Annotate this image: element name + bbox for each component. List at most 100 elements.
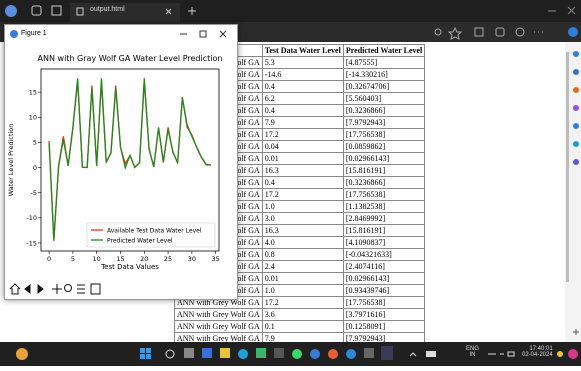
sidebar-app[interactable] <box>573 159 579 165</box>
table-cell: 6.2 <box>262 93 343 105</box>
table-cell: 1.0 <box>262 285 343 297</box>
configure-button[interactable] <box>77 285 85 293</box>
legend-label: Available Test Data Water Level <box>107 227 202 234</box>
pan-button[interactable] <box>52 284 62 294</box>
taskbar-icons <box>0 342 581 366</box>
start[interactable] <box>140 354 145 359</box>
figure-window: Figure 1 ANN with Gray Wolf GA Water Lev… <box>4 24 238 300</box>
table-cell: 17.2 <box>262 189 343 201</box>
widgets[interactable] <box>16 348 28 360</box>
desktop: output.html Test Data Water Level Predic… <box>0 0 581 366</box>
sidebar-app[interactable] <box>573 141 579 147</box>
app[interactable] <box>238 349 248 359</box>
table-cell: [0.3236866] <box>343 105 424 117</box>
table-cell: 16.3 <box>262 225 343 237</box>
table-cell: [2.4074116] <box>343 261 424 273</box>
tab-title: output.html <box>90 6 125 13</box>
table-cell: -14.6 <box>262 69 343 81</box>
start[interactable] <box>140 348 145 353</box>
start[interactable] <box>146 348 151 353</box>
copilot[interactable] <box>568 27 578 37</box>
x-tick-label: 15 <box>116 255 124 263</box>
y-tick-label: -10 <box>26 214 37 222</box>
scrollbar[interactable] <box>566 52 569 282</box>
app[interactable] <box>310 349 320 359</box>
copilot[interactable] <box>568 349 578 359</box>
quick-settings[interactable] <box>488 352 514 356</box>
home-button[interactable] <box>10 284 20 294</box>
chart: ANN with Gray Wolf GA Water Level Predic… <box>5 43 237 279</box>
table-cell: 17.2 <box>262 129 343 141</box>
y-tick-label: 0 <box>33 164 37 172</box>
clock[interactable]: 17:40:01 02-04-2024 <box>522 346 553 358</box>
y-tick-label: 10 <box>29 114 37 122</box>
table-cell: [7.9792943] <box>343 333 424 343</box>
sidebar-app[interactable] <box>573 105 579 111</box>
browser-logo <box>5 5 17 17</box>
table-cell: [4.87555] <box>343 57 424 69</box>
split-screen[interactable] <box>475 28 483 36</box>
table-cell: 2.4 <box>262 261 343 273</box>
forward-button[interactable] <box>38 285 43 293</box>
table-cell: 3.6 <box>262 309 343 321</box>
sidebar-app[interactable] <box>573 87 579 93</box>
table-cell: 0.8 <box>262 249 343 261</box>
tray-overflow[interactable] <box>410 353 416 356</box>
table-cell: [0.93439746] <box>343 285 424 297</box>
app[interactable] <box>256 348 266 358</box>
zoom-button[interactable] <box>65 285 72 292</box>
app[interactable] <box>346 349 356 359</box>
back-button[interactable] <box>25 285 30 293</box>
x-tick-label: 5 <box>71 255 75 263</box>
app-active[interactable] <box>381 346 393 360</box>
tab-bar: output.html <box>0 0 581 22</box>
app[interactable] <box>328 349 338 359</box>
save-button[interactable] <box>91 284 100 294</box>
tab-actions-icon[interactable] <box>52 6 61 15</box>
search[interactable] <box>573 51 579 57</box>
series-line <box>49 78 211 239</box>
workspaces-icon[interactable] <box>32 6 41 15</box>
active-tab[interactable] <box>70 3 180 22</box>
app[interactable] <box>364 348 374 358</box>
app[interactable] <box>220 348 230 358</box>
table-cell: 16.3 <box>262 165 343 177</box>
table-cell: 0.4 <box>262 177 343 189</box>
x-tick-label: 10 <box>93 255 101 263</box>
add-app[interactable] <box>573 329 579 335</box>
language[interactable]: ENG IN <box>466 346 479 358</box>
table-cell: 3.0 <box>262 213 343 225</box>
sidebar-app[interactable] <box>573 123 579 129</box>
app[interactable] <box>202 348 212 358</box>
table-cell: [1.1382538] <box>343 201 424 213</box>
collections[interactable] <box>516 28 524 36</box>
window-controls[interactable] <box>548 7 575 14</box>
app[interactable] <box>292 349 302 359</box>
read-aloud[interactable] <box>435 29 441 35</box>
legend-label: Predicted Water Level <box>107 237 173 244</box>
favorite[interactable] <box>449 28 461 39</box>
task-view[interactable] <box>184 348 194 358</box>
search[interactable] <box>166 350 174 358</box>
table-row: ANN with Grey Wolf GA0.1[0.1258091] <box>175 321 425 333</box>
close[interactable] <box>220 31 226 37</box>
y-tick-label: 5 <box>33 139 37 147</box>
notification[interactable] <box>557 351 563 357</box>
favorites[interactable] <box>496 28 504 36</box>
maximize[interactable] <box>200 31 206 37</box>
sidebar-app[interactable] <box>573 69 579 75</box>
figure-icon <box>10 30 18 38</box>
figure-title: Figure 1 <box>21 25 47 43</box>
table-cell: [15.816191] <box>343 165 424 177</box>
start[interactable] <box>146 354 151 359</box>
new-tab[interactable] <box>188 7 196 15</box>
x-tick-label: 30 <box>188 255 196 263</box>
app[interactable] <box>274 348 284 358</box>
table-cell: ANN with Grey Wolf GA <box>175 333 263 343</box>
tab-bar-icons <box>0 0 581 22</box>
tray-icon[interactable] <box>426 351 436 357</box>
x-axis-label: Test Data Values <box>100 263 159 271</box>
chart-title: ANN with Gray Wolf GA Water Level Predic… <box>38 54 223 63</box>
header-cell: Test Data Water Level <box>262 45 343 57</box>
